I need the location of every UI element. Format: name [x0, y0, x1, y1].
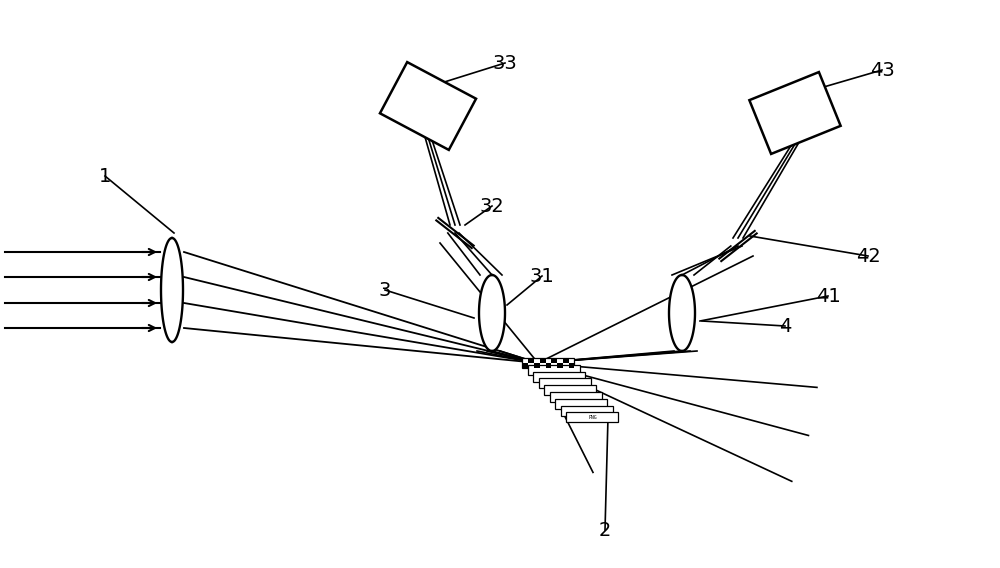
Bar: [522, 358, 574, 368]
Bar: [546, 363, 551, 368]
Bar: [551, 358, 557, 363]
Bar: [533, 371, 585, 382]
Text: PNG: PNG: [588, 415, 597, 420]
Polygon shape: [479, 275, 505, 351]
Bar: [539, 378, 591, 389]
Bar: [557, 363, 563, 368]
Text: 41: 41: [816, 286, 840, 306]
Text: 1: 1: [99, 166, 111, 186]
Polygon shape: [161, 238, 183, 342]
Bar: [534, 363, 540, 368]
Bar: [544, 385, 596, 395]
Text: 33: 33: [493, 53, 517, 73]
Text: 42: 42: [856, 247, 880, 265]
Bar: [540, 358, 546, 363]
Bar: [561, 406, 613, 416]
Bar: [522, 363, 528, 368]
Bar: [528, 358, 534, 363]
Polygon shape: [749, 72, 841, 154]
Text: 32: 32: [480, 197, 504, 215]
Text: 3: 3: [379, 281, 391, 299]
Bar: [550, 392, 602, 402]
Polygon shape: [380, 62, 476, 150]
Bar: [569, 363, 574, 368]
Bar: [566, 412, 618, 423]
Text: 43: 43: [870, 61, 894, 80]
Text: 4: 4: [779, 316, 791, 336]
Polygon shape: [669, 275, 695, 351]
Bar: [528, 365, 580, 375]
Bar: [555, 399, 607, 409]
Bar: [563, 358, 569, 363]
Text: 2: 2: [599, 520, 611, 540]
Text: 31: 31: [530, 266, 554, 286]
